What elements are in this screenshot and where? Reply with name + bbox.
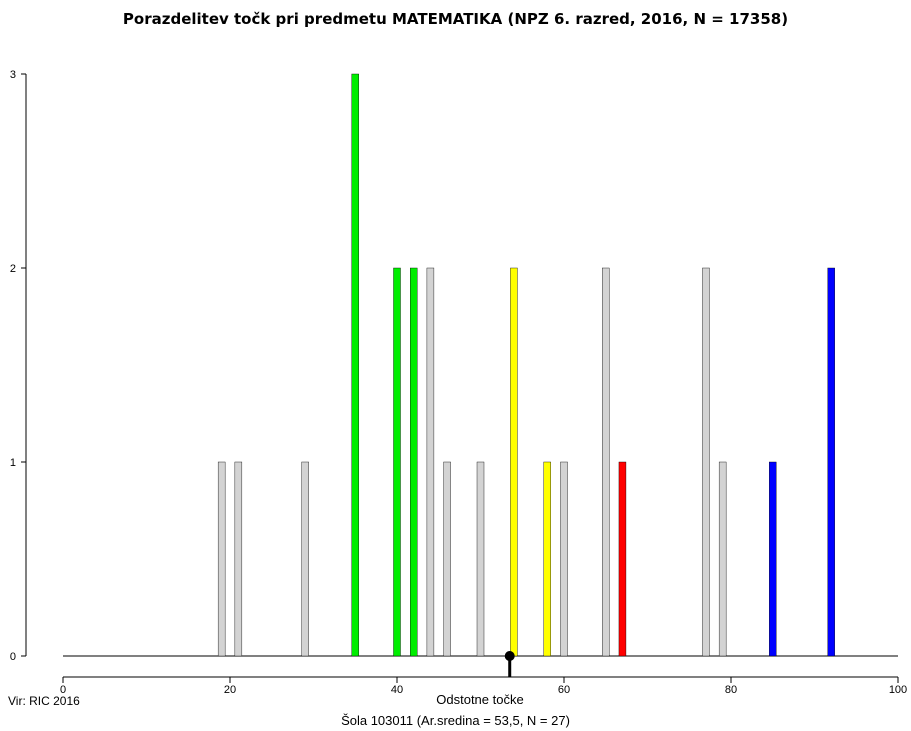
y-tick-label: 1 (10, 457, 16, 469)
x-axis-label: Odstotne točke (436, 692, 523, 707)
y-tick-label: 3 (10, 69, 16, 81)
bar-60 (560, 461, 568, 657)
bar-40 (393, 267, 401, 657)
x-tick-label: 40 (391, 684, 403, 696)
bars (217, 73, 835, 657)
chart-title: Porazdelitev točk pri predmetu MATEMATIK… (122, 10, 789, 28)
bar-50 (476, 461, 485, 657)
bar-35 (351, 73, 359, 657)
x-tick-label: 0 (60, 684, 66, 696)
mean-marker-dot (504, 651, 515, 661)
y-tick-label: 2 (10, 263, 16, 275)
bar-85 (769, 461, 777, 657)
bar-44 (426, 267, 435, 657)
source-note: Vir: RIC 2016 (8, 694, 80, 708)
bar-77 (702, 267, 710, 657)
bar-79 (718, 461, 727, 657)
bar-29 (301, 461, 309, 657)
bar-54 (510, 267, 518, 657)
x-tick-label: 60 (558, 684, 570, 696)
bar-92 (827, 267, 835, 657)
school-summary: Šola 103011 (Ar.sredina = 53,5, N = 27) (341, 713, 570, 728)
bar-42 (410, 267, 418, 657)
bar-65 (602, 267, 610, 657)
x-tick-label: 100 (889, 684, 907, 696)
mean-marker-group (504, 651, 515, 677)
bar-58 (543, 461, 551, 657)
bar-46 (443, 461, 451, 657)
bar-67 (618, 461, 627, 657)
x-tick-label: 20 (224, 684, 236, 696)
bar-21 (234, 461, 243, 657)
x-tick-label: 80 (725, 684, 737, 696)
y-tick-label: 0 (10, 651, 16, 663)
bar-19 (217, 461, 226, 657)
